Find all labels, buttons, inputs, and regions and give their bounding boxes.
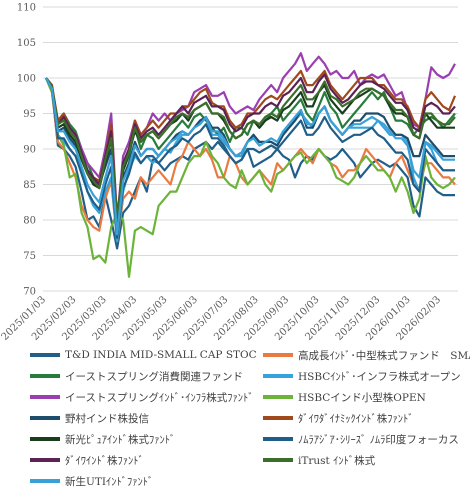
y-tick-label: 90 — [23, 145, 36, 156]
legend-swatch — [30, 437, 60, 441]
legend-item-8: 新光ﾋﾟｭｱｲﾝﾄﾞ株式ﾌｧﾝﾄﾞ — [30, 430, 175, 448]
legend-label: T&D INDIA MID-SMALL CAP STOC — [65, 349, 257, 361]
legend-swatch — [263, 374, 293, 378]
y-tick-label: 80 — [23, 216, 36, 227]
legend-label: ﾉﾑﾗｱｼﾞｱ･ｼﾘｰｽﾞ ﾉﾑﾗ印度フォーカス — [298, 433, 459, 446]
legend-label: ﾀﾞｲﾜｲﾝﾄﾞ株ﾌｧﾝﾄﾞ — [65, 454, 144, 467]
legend-item-11: iTrust ｲﾝﾄﾞ株式 — [263, 451, 375, 469]
legend-item-3: HSBCｲﾝﾄﾞ･インフラ株式オープン — [263, 367, 461, 385]
y-tick-label: 110 — [17, 3, 36, 14]
legend-label: 新生UTIｲﾝﾄﾞﾌｧﾝﾄﾞ — [65, 475, 154, 488]
legend-swatch — [30, 416, 60, 420]
legend-item-2: イーストスプリング消費関連ファンド — [30, 367, 243, 385]
legend-swatch — [30, 374, 60, 378]
legend-item-1: 高成長ｲﾝﾄﾞ･中型株式ファンド SMAM — [263, 346, 470, 364]
x-axis-ticks: 2025/01/032025/02/032025/03/032025/04/03… — [0, 294, 443, 343]
legend-item-12: 新生UTIｲﾝﾄﾞﾌｧﾝﾄﾞ — [30, 472, 153, 490]
legend-label: 野村インド株投信 — [65, 412, 149, 425]
legend-swatch — [30, 458, 60, 462]
legend-label: 新光ﾋﾟｭｱｲﾝﾄﾞ株式ﾌｧﾝﾄﾞ — [65, 433, 176, 446]
series-line-12 — [45, 77, 455, 236]
legend-label: iTrust ｲﾝﾄﾞ株式 — [298, 454, 376, 467]
legend-item-9: ﾉﾑﾗｱｼﾞｱ･ｼﾘｰｽﾞ ﾉﾑﾗ印度フォーカス — [263, 430, 459, 448]
legend-swatch — [30, 395, 60, 399]
legend-item-4: イーストスプリングｲﾝﾄﾞ･ｲﾝﾌﾗ株式ﾌｧﾝﾄﾞ — [30, 388, 253, 406]
legend-swatch — [263, 395, 293, 399]
legend-swatch — [30, 353, 60, 357]
legend-swatch — [263, 353, 293, 357]
legend-item-10: ﾀﾞｲﾜｲﾝﾄﾞ株ﾌｧﾝﾄﾞ — [30, 451, 144, 469]
legend-item-7: ﾀﾞｲﾜﾀﾞｲﾅﾐｯｸｲﾝﾄﾞ株ﾌｧﾝﾄﾞ — [263, 409, 414, 427]
y-axis-ticks: 70 75 80 85 90 95 100 105 110 — [17, 3, 36, 298]
y-tick-label: 85 — [23, 180, 36, 191]
legend-swatch — [263, 458, 293, 462]
series-line-5 — [44, 77, 456, 278]
series-line-0 — [45, 77, 455, 250]
legend-item-6: 野村インド株投信 — [30, 409, 149, 427]
legend-label: HSBCインド小型株OPEN — [298, 391, 426, 404]
legend-label: イーストスプリングｲﾝﾄﾞ･ｲﾝﾌﾗ株式ﾌｧﾝﾄﾞ — [65, 391, 254, 404]
line-chart: 70 75 80 85 90 95 100 105 110 2025/01/032025/02/… — [0, 3, 458, 343]
series-lines — [44, 52, 457, 278]
y-tick-label: 100 — [17, 74, 36, 85]
y-tick-label: 75 — [23, 251, 36, 262]
legend-item-5: HSBCインド小型株OPEN — [263, 388, 426, 406]
legend-label: 高成長ｲﾝﾄﾞ･中型株式ファンド SMAM — [298, 349, 470, 362]
legend-label: イーストスプリング消費関連ファンド — [65, 370, 243, 383]
y-tick-label: 95 — [23, 109, 36, 120]
legend-label: ﾀﾞｲﾜﾀﾞｲﾅﾐｯｸｲﾝﾄﾞ株ﾌｧﾝﾄﾞ — [298, 412, 414, 425]
y-tick-label: 70 — [23, 287, 36, 298]
chart-legend: T&D INDIA MID-SMALL CAP STOC 高成長ｲﾝﾄﾞ･中型株式… — [0, 346, 470, 496]
legend-swatch — [263, 416, 293, 420]
legend-label: HSBCｲﾝﾄﾞ･インフラ株式オープン — [298, 370, 461, 383]
legend-item-0: T&D INDIA MID-SMALL CAP STOC — [30, 346, 257, 364]
legend-swatch — [30, 479, 60, 483]
y-tick-label: 105 — [17, 38, 36, 49]
series-line-11 — [45, 77, 456, 222]
legend-swatch — [263, 437, 293, 441]
